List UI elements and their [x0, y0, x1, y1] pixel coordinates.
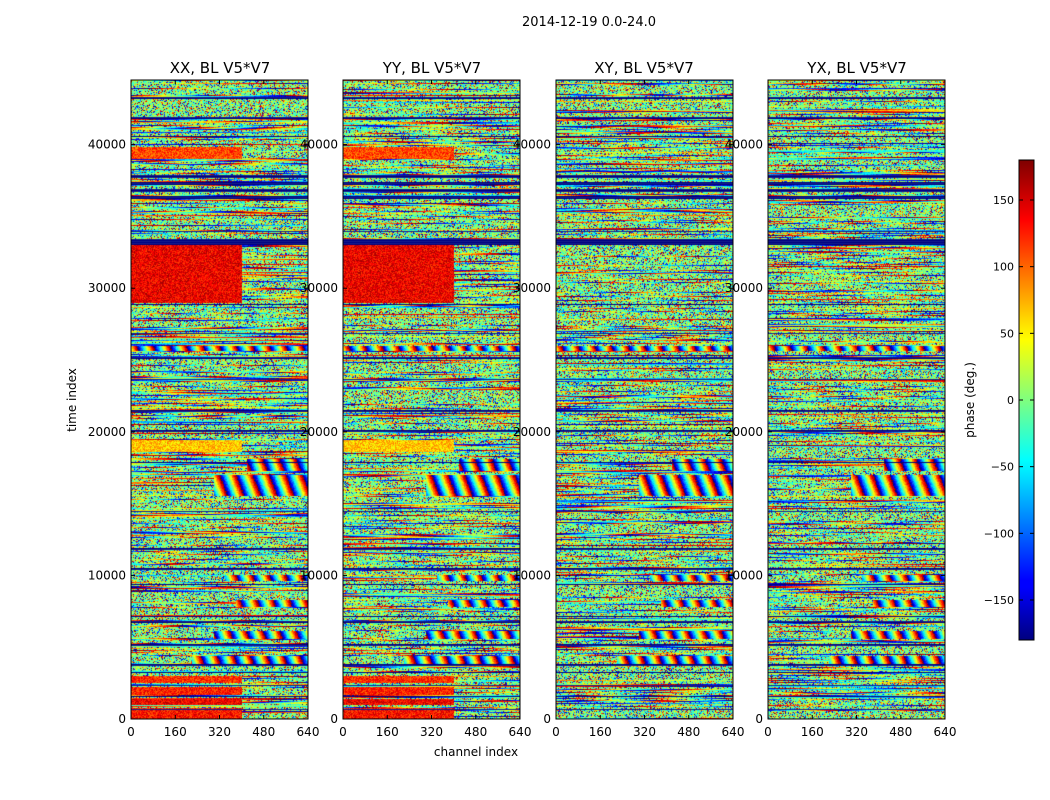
- panel-yy-ytick-label-1: 10000: [300, 568, 338, 582]
- panel-xx-xtick-label-1: 160: [164, 725, 187, 739]
- panel-xx-ytick-label-3: 30000: [88, 281, 126, 295]
- panel-yy-ytick-label-0: 0: [330, 712, 338, 726]
- panel-yy-ytick-label-2: 20000: [300, 425, 338, 439]
- panel-yy-xtick-label-3: 480: [464, 725, 487, 739]
- panel-xx-xtick-label-0: 0: [127, 725, 135, 739]
- panel-xx-title: XX, BL V5*V7: [170, 59, 271, 77]
- panel-yy-canvas: [343, 80, 520, 719]
- panel-xy-xtick-label-0: 0: [552, 725, 560, 739]
- panel-yx-xtick-label-0: 0: [764, 725, 772, 739]
- colorbar-ticks: −150 −100 −50 0 50 100 150: [984, 194, 1034, 607]
- panel-yx: YX, BL V5*V7 0 160 320 480 640 0 10000 20000 300…: [725, 59, 957, 739]
- panel-xy-ytick-label-1: 10000: [513, 568, 551, 582]
- panel-yx-ticks: 0 160 320 480 640 0 10000 20000 30000 40000: [725, 80, 957, 739]
- colorbar: −150 −100 −50 0 50 100 150 phase (deg.): [963, 159, 1035, 641]
- panel-yy: YY, BL V5*V7 0 160 320 480 640 0 10000 20000 300…: [300, 59, 532, 739]
- panel-xx-ytick-label-1: 10000: [88, 568, 126, 582]
- panel-xy-xtick-label-2: 320: [633, 725, 656, 739]
- panel-xx-ytick-label-2: 20000: [88, 425, 126, 439]
- panel-yy-ytick-label-4: 40000: [300, 138, 338, 152]
- panel-yx-canvas: [768, 80, 945, 719]
- panel-yx-xtick-label-3: 480: [889, 725, 912, 739]
- y-axis-label: time index: [65, 368, 79, 432]
- panel-yx-ytick-label-0: 0: [755, 712, 763, 726]
- panel-xy-xtick-label-4: 640: [722, 725, 745, 739]
- panel-yy-xtick-label-4: 640: [509, 725, 532, 739]
- colorbar-tick-label-2: −50: [991, 461, 1014, 474]
- panel-xy-ticks: 0 160 320 480 640 0 10000 20000 30000 40000: [513, 80, 745, 739]
- figure-suptitle: 2014-12-19 0.0-24.0: [522, 15, 656, 30]
- panel-yy-ytick-label-3: 30000: [300, 281, 338, 295]
- panel-xy-heatmap: [556, 80, 733, 719]
- panel-xy-ytick-label-3: 30000: [513, 281, 551, 295]
- colorbar-label: phase (deg.): [963, 362, 977, 438]
- panel-yx-title: YX, BL V5*V7: [806, 59, 907, 77]
- panel-xx-ticks: 0 160 320 480 640 0 10000 20000 30000 40000: [88, 80, 320, 739]
- panel-xy-xtick-label-3: 480: [677, 725, 700, 739]
- panel-xx: XX, BL V5*V7 0 160 320 480 640 0 10000 20000 300…: [88, 59, 320, 739]
- colorbar-tick-label-1: −100: [984, 527, 1014, 540]
- panel-yx-xtick-label-4: 640: [934, 725, 957, 739]
- colorbar-tick-label-5: 100: [993, 261, 1014, 274]
- panel-yx-xtick-label-1: 160: [801, 725, 824, 739]
- panel-yx-heatmap: [768, 80, 945, 719]
- colorbar-tick-label-0: −150: [984, 594, 1014, 607]
- panel-xx-ytick-label-0: 0: [118, 712, 126, 726]
- panel-yx-xtick-label-2: 320: [845, 725, 868, 739]
- panel-yy-ticks: 0 160 320 480 640 0 10000 20000 30000 40000: [300, 80, 532, 739]
- panel-yx-ytick-label-1: 10000: [725, 568, 763, 582]
- panel-xy-title: XY, BL V5*V7: [594, 59, 694, 77]
- panel-xx-canvas: [131, 80, 308, 719]
- panel-xy: XY, BL V5*V7 0 160 320 480 640 0 10000 20000 300…: [513, 59, 745, 739]
- panel-xx-xtick-label-4: 640: [297, 725, 320, 739]
- colorbar-tick-label-4: 50: [1000, 327, 1014, 340]
- panel-yx-ytick-label-3: 30000: [725, 281, 763, 295]
- panel-yx-ytick-label-2: 20000: [725, 425, 763, 439]
- panel-xx-xtick-label-3: 480: [252, 725, 275, 739]
- panel-yy-title: YY, BL V5*V7: [382, 59, 481, 77]
- panel-xy-ytick-label-2: 20000: [513, 425, 551, 439]
- panel-xy-ytick-label-4: 40000: [513, 138, 551, 152]
- panel-xy-xtick-label-1: 160: [589, 725, 612, 739]
- panel-yx-ytick-label-4: 40000: [725, 138, 763, 152]
- panel-xy-canvas: [556, 80, 733, 719]
- x-axis-label: channel index: [434, 745, 518, 759]
- panel-yy-xtick-label-1: 160: [376, 725, 399, 739]
- panel-yy-xtick-label-0: 0: [339, 725, 347, 739]
- panel-xx-heatmap: [131, 80, 308, 719]
- panel-yy-xtick-label-2: 320: [420, 725, 443, 739]
- colorbar-tick-label-3: 0: [1007, 394, 1014, 407]
- colorbar-tick-label-6: 150: [993, 194, 1014, 207]
- panel-xx-xtick-label-2: 320: [208, 725, 231, 739]
- panel-xx-ytick-label-4: 40000: [88, 138, 126, 152]
- panel-xy-ytick-label-0: 0: [543, 712, 551, 726]
- panel-yy-heatmap: [343, 80, 520, 719]
